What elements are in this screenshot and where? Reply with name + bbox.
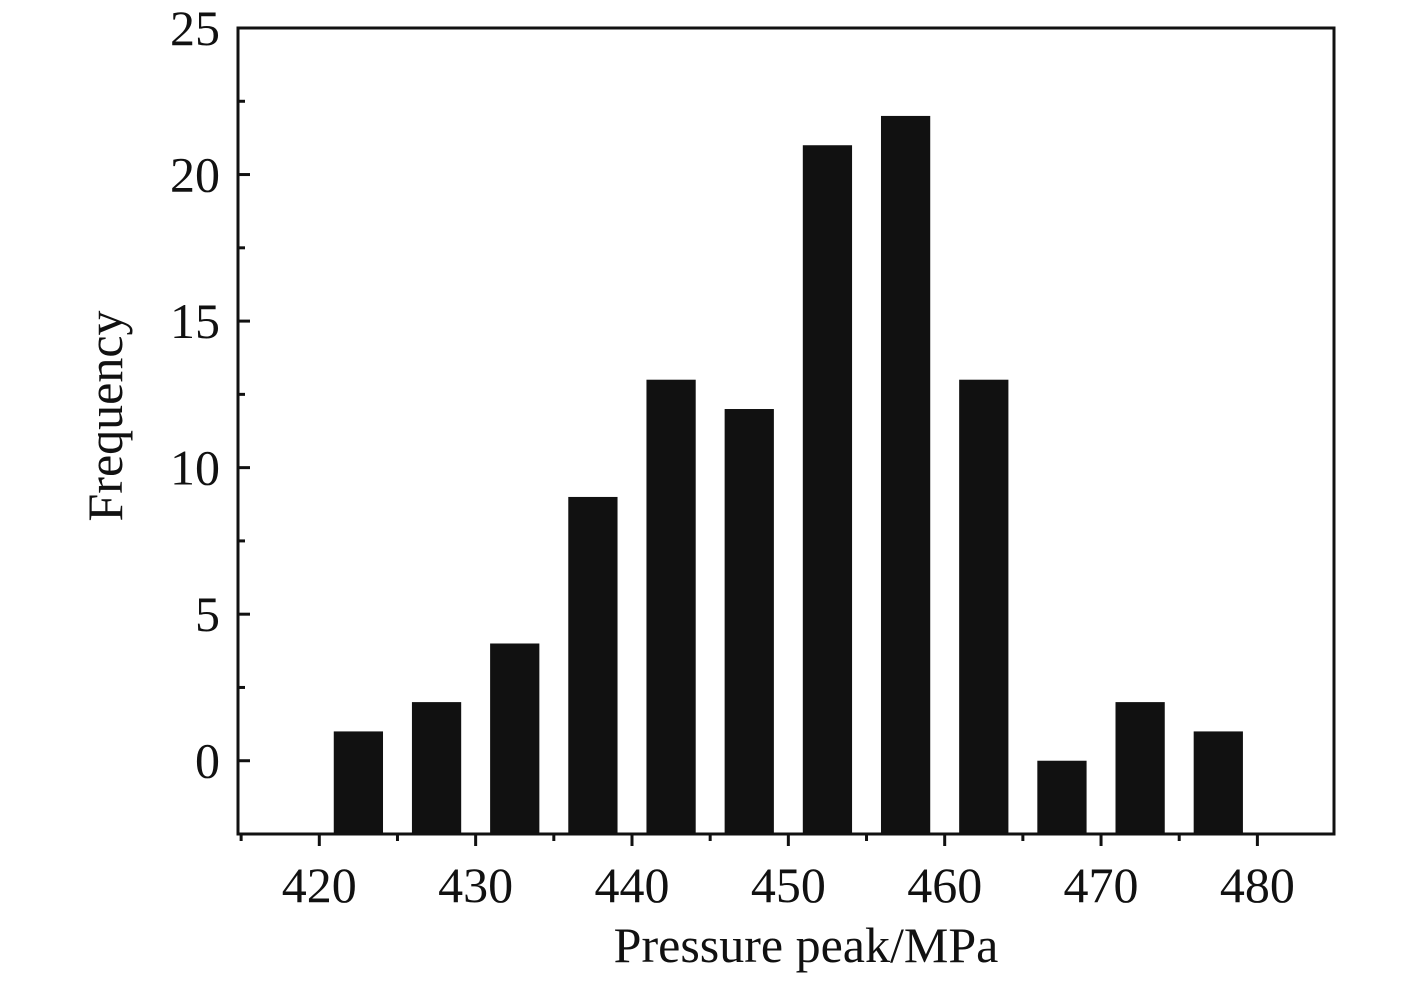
histogram-bar <box>802 145 853 835</box>
ticks-layer <box>238 26 1259 846</box>
y-tick-label: 20 <box>170 147 220 203</box>
bars-layer <box>333 115 1243 835</box>
x-axis-title: Pressure peak/MPa <box>614 917 999 973</box>
histogram-bar <box>1193 731 1243 834</box>
y-axis-title: Frequency <box>77 310 133 521</box>
x-tick-label: 440 <box>594 857 669 913</box>
x-tick-label: 480 <box>1220 857 1295 913</box>
y-tick-label: 10 <box>170 440 220 496</box>
x-tick-label: 450 <box>751 857 826 913</box>
axes-layer <box>236 26 1336 836</box>
histogram-bar <box>490 643 540 834</box>
x-tick-label: 430 <box>438 857 513 913</box>
plot-frame <box>236 26 1336 836</box>
y-tick-label: 5 <box>195 586 220 642</box>
y-tick-label: 0 <box>195 733 220 789</box>
histogram-bar <box>959 379 1009 834</box>
x-tick-label: 460 <box>907 857 982 913</box>
y-tick-label: 25 <box>170 0 220 56</box>
histogram-bar <box>1115 702 1165 834</box>
histogram-bar <box>724 409 774 834</box>
histogram-bar <box>568 496 618 834</box>
histogram-bar <box>880 115 931 835</box>
histogram-bar <box>1037 760 1087 834</box>
histogram-bar <box>333 731 384 834</box>
histogram-bar <box>411 702 462 834</box>
y-tick-label: 15 <box>170 293 220 349</box>
histogram-bar <box>646 379 696 834</box>
x-tick-label: 420 <box>282 857 357 913</box>
x-tick-label: 470 <box>1064 857 1139 913</box>
labels-layer: 0 5 10 15 20 25 420 430 440 450 460 470 480 <box>170 0 1295 913</box>
